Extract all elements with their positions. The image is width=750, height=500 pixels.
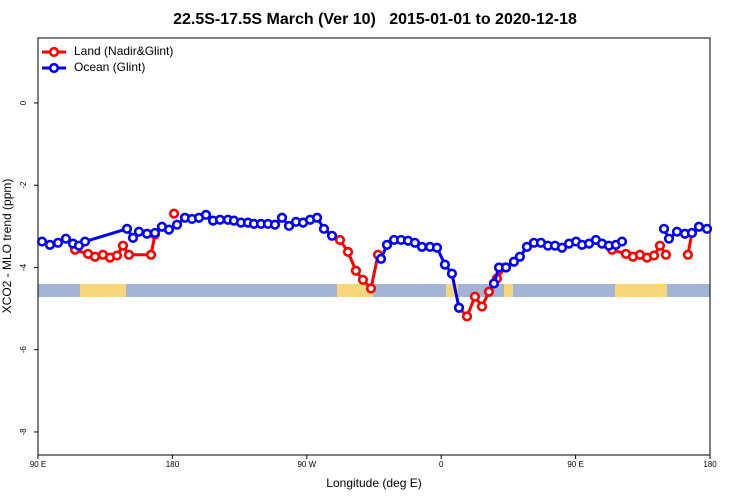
y-tick-label: -6 (19, 346, 28, 354)
point (283, 220, 295, 232)
point (500, 262, 512, 273)
point (318, 223, 330, 234)
point (686, 227, 698, 239)
point (145, 249, 157, 260)
plot-frame (37, 37, 711, 456)
x-tick-label: 90 E (30, 460, 46, 469)
land-band (615, 284, 667, 297)
point (654, 240, 666, 251)
y-tick-label: 0 (19, 100, 28, 105)
point (556, 242, 568, 253)
point (416, 241, 428, 253)
y-axis-label: XCO2 - MLO trend (ppm) (0, 179, 14, 314)
point (36, 236, 48, 247)
y-tick-label: -2 (19, 181, 28, 189)
point (648, 250, 660, 261)
y-tick-label: -8 (19, 428, 28, 436)
legend-label: Ocean (Glint) (74, 60, 145, 74)
point (312, 212, 323, 223)
point (276, 212, 288, 223)
point (453, 302, 465, 313)
x-tick-label: 180 (703, 460, 717, 469)
point (141, 228, 153, 239)
point (334, 234, 346, 246)
point (326, 230, 338, 241)
point (488, 278, 500, 289)
point (117, 240, 129, 251)
point (133, 226, 145, 237)
point (701, 223, 713, 234)
land-band (504, 284, 513, 297)
land-band (337, 284, 373, 297)
point (446, 268, 458, 279)
point (461, 311, 473, 322)
point (409, 237, 421, 248)
point (365, 283, 377, 294)
point (350, 265, 362, 276)
point (375, 253, 387, 264)
land-band (80, 284, 126, 297)
point (381, 239, 393, 250)
legend-marker (48, 62, 60, 74)
point (121, 223, 133, 234)
point (439, 259, 451, 270)
point (168, 208, 180, 219)
point (469, 291, 481, 302)
point (483, 286, 495, 297)
point (200, 209, 212, 220)
point (44, 239, 56, 250)
point (357, 274, 369, 285)
point (616, 236, 628, 247)
point (123, 249, 135, 260)
x-tick-label: 180 (166, 460, 180, 469)
x-tick-label: 90 E (567, 460, 583, 469)
point (214, 214, 226, 225)
point (693, 221, 705, 232)
point (79, 236, 91, 247)
point (658, 223, 670, 234)
point (521, 241, 533, 253)
point (52, 237, 64, 248)
point (660, 249, 672, 260)
x-axis-label: Longitude (deg E) (326, 476, 421, 490)
legend-label: Land (Nadir&Glint) (74, 44, 173, 58)
point (127, 232, 139, 243)
point (514, 251, 525, 262)
chart-title: 22.5S-17.5S March (Ver 10) 2015-01-01 to… (173, 11, 577, 28)
point (149, 227, 161, 239)
point (60, 233, 72, 244)
point (89, 251, 101, 262)
point (431, 242, 443, 253)
point (163, 224, 175, 235)
point (111, 250, 123, 261)
point (663, 233, 675, 244)
y-tick-label: -4 (19, 263, 28, 271)
legend-marker (48, 46, 60, 58)
point (171, 219, 183, 230)
point (269, 219, 281, 230)
point (682, 249, 693, 260)
x-tick-label: 0 (439, 460, 444, 469)
x-tick-label: 90 W (297, 460, 316, 469)
point (671, 226, 683, 237)
point (342, 246, 354, 257)
point (476, 301, 488, 312)
